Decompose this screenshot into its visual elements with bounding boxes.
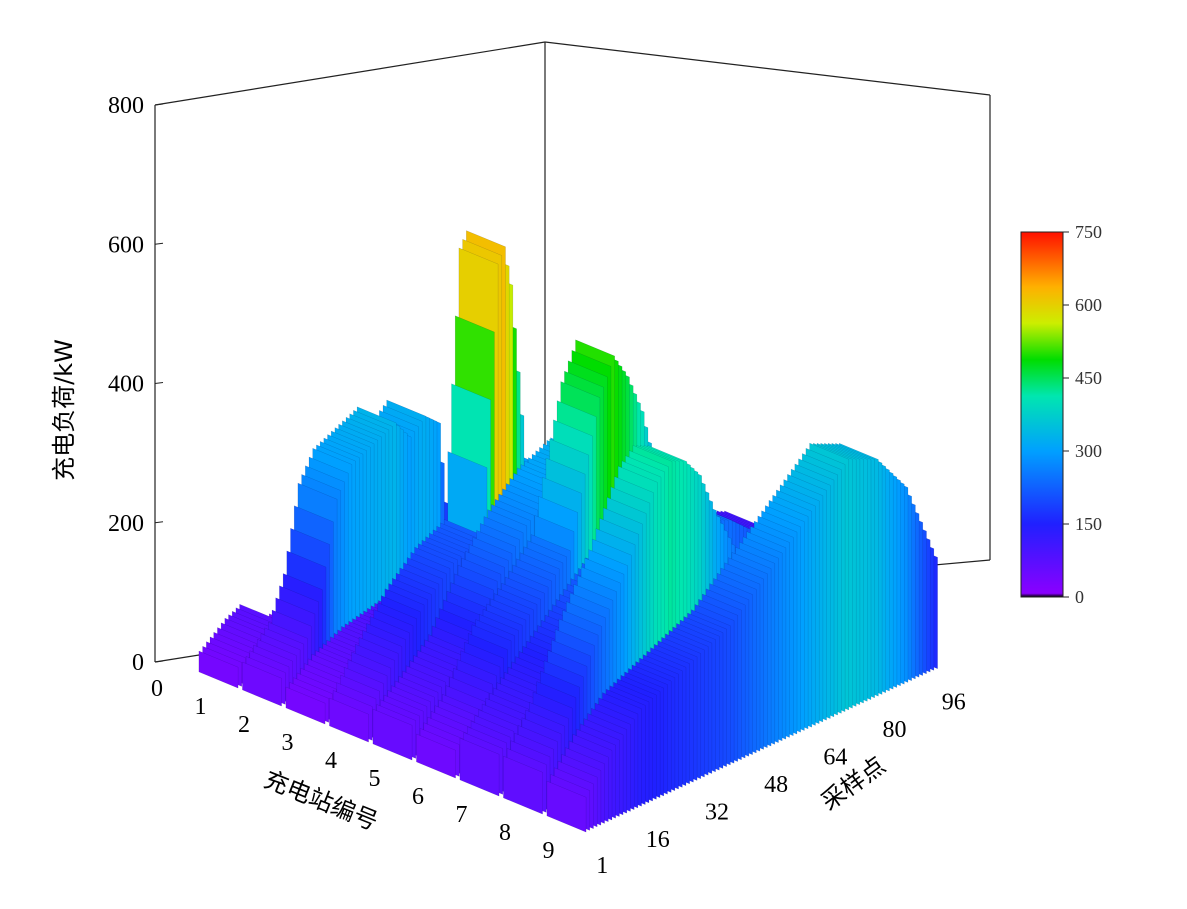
z-tick-mark-600	[154, 242, 164, 245]
bar-s1-k1	[198, 650, 239, 689]
x-axis-label: 充电站编号	[260, 765, 382, 836]
y-tick-label-96: 96	[942, 690, 966, 716]
x-tick-label-6: 6	[412, 784, 424, 810]
axes-layer: 0 200 400 600 800 0 1 2 3 4 5 6 7 8 9 1 16 32 48 64 80 96	[108, 93, 966, 879]
x-tick-label-5: 5	[369, 766, 381, 792]
x-tick-label-1: 1	[195, 694, 207, 720]
z-tick-mark-200	[154, 521, 164, 524]
bar-s7-k1	[459, 737, 500, 797]
colorbar: 0 150 300 450 600 750	[1020, 222, 1102, 607]
x-tick-label-0: 0	[151, 676, 163, 702]
bar-s4-k1	[329, 697, 369, 743]
colorbar-tick-label-750: 750	[1075, 222, 1102, 242]
z-tick-label-600: 600	[108, 232, 144, 258]
z-tick-label-400: 400	[108, 372, 144, 398]
y-tick-label-80: 80	[883, 717, 907, 743]
x-tick-label-9: 9	[543, 838, 555, 864]
y-tick-label-48: 48	[764, 772, 788, 798]
colorbar-tick-label-150: 150	[1075, 514, 1102, 534]
z-axis-label: 充电负荷/kW	[50, 339, 78, 481]
bars-layer	[198, 230, 938, 833]
x-tick-label-4: 4	[325, 748, 337, 774]
frame-top-right	[544, 41, 991, 96]
bar-s5-k1	[372, 708, 413, 761]
colorbar-ticks: 0 150 300 450 600 750	[1063, 222, 1102, 607]
colorbar-tick-label-450: 450	[1075, 368, 1102, 388]
z-tick-label-800: 800	[108, 93, 144, 119]
y-tick-label-1: 1	[596, 853, 608, 879]
colorbar-tick-label-600: 600	[1075, 295, 1102, 315]
colorbar-tick-label-300: 300	[1075, 441, 1102, 461]
bar-s3-k1	[285, 686, 326, 725]
bar-s9-k1	[546, 780, 587, 833]
frame-top-left	[154, 41, 546, 106]
y-tick-label-16: 16	[646, 827, 670, 853]
bar-s8-k1	[503, 755, 543, 815]
x-tick-label-8: 8	[499, 820, 511, 846]
z-tick-label-200: 200	[108, 511, 144, 537]
y-tick-label-64: 64	[823, 745, 847, 771]
x-tick-label-3: 3	[282, 730, 294, 756]
bar-s2-k1	[242, 661, 282, 707]
z-tick-label-0: 0	[132, 650, 144, 676]
bar-s6-k1	[416, 733, 456, 779]
z-tick-mark-0	[154, 660, 164, 663]
z-tick-mark-800	[154, 103, 164, 106]
z-tick-mark-400	[154, 382, 164, 384]
series-station-9	[546, 442, 938, 833]
y-tick-label-32: 32	[705, 800, 729, 826]
colorbar-gradient	[1020, 231, 1064, 598]
colorbar-tick-label-0: 0	[1075, 587, 1084, 607]
x-tick-label-2: 2	[238, 712, 250, 738]
x-tick-label-7: 7	[456, 802, 468, 828]
